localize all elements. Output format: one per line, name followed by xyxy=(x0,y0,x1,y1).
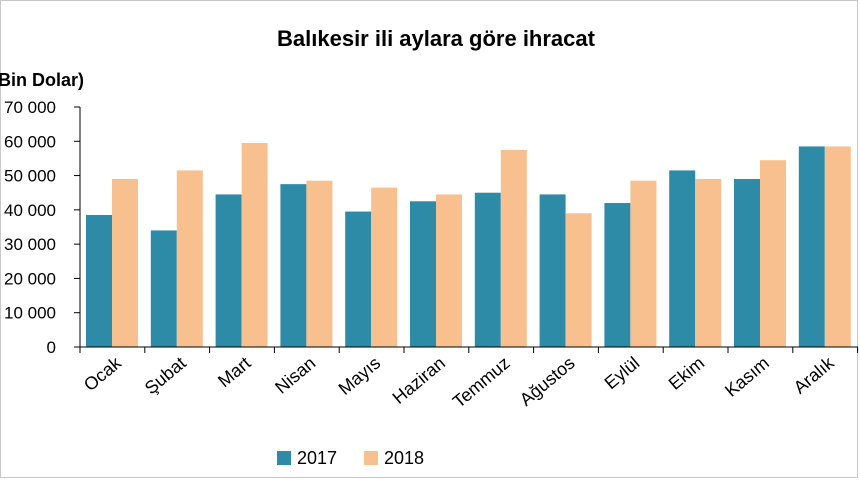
bar-2017 xyxy=(215,194,242,347)
bar-2018 xyxy=(112,179,138,347)
y-tick-label: 10 000 xyxy=(4,304,56,323)
y-tick-label: 0 xyxy=(47,338,56,357)
legend: 2017 2018 xyxy=(277,448,424,468)
bar-2018 xyxy=(176,170,203,347)
x-tick-label: Ocak xyxy=(80,352,126,395)
bar-2018 xyxy=(630,180,657,347)
bar-2018 xyxy=(241,143,268,347)
legend-swatch-2018 xyxy=(364,451,378,465)
bar-2017 xyxy=(669,170,696,347)
x-tick-label: Ekim xyxy=(665,353,708,394)
bar-2017 xyxy=(345,211,372,347)
legend-label: 2017 xyxy=(297,448,337,468)
chart-title: Balıkesir ili aylara göre ihracat xyxy=(277,26,596,51)
bar-2018 xyxy=(760,160,786,347)
x-tick-label: Şubat xyxy=(141,353,190,399)
bar-2017 xyxy=(410,201,436,347)
bar-2017 xyxy=(150,230,177,347)
bar-2018 xyxy=(695,179,722,347)
x-tick-label: Temmuz xyxy=(449,353,514,412)
x-tick-label: Nisan xyxy=(271,353,319,398)
y-tick-label: 40 000 xyxy=(4,201,56,220)
bar-2017 xyxy=(280,184,307,347)
bar-2018 xyxy=(306,180,333,347)
bar-2017 xyxy=(604,203,631,347)
x-tick-label: Haziran xyxy=(389,353,449,408)
bar-2018 xyxy=(371,187,398,347)
y-tick-label: 50 000 xyxy=(4,167,56,186)
bar-2017 xyxy=(798,146,825,347)
legend-swatch-2017 xyxy=(277,451,291,465)
bar-2018 xyxy=(500,149,527,347)
y-tick-label: 70 000 xyxy=(4,98,56,117)
bar-2018 xyxy=(824,146,851,347)
x-tick-label: Aralık xyxy=(790,352,839,398)
y-axis: 0 10 000 20 000 30 000 40 000 50 000 60 000 70 … xyxy=(4,98,81,357)
bar-2017 xyxy=(539,194,566,347)
bar-2018 xyxy=(565,213,592,347)
bar-2017 xyxy=(474,192,501,347)
bars xyxy=(86,143,851,347)
legend-label: 2018 xyxy=(384,448,424,468)
bar-2017 xyxy=(734,179,760,347)
x-tick-label: Kasım xyxy=(721,353,773,401)
x-tick-label: Mayıs xyxy=(335,353,385,399)
x-axis: Ocak Şubat Mart Nisan Mayıs Haziran Temmuz Ağus… xyxy=(79,346,859,412)
bar-2017 xyxy=(86,215,112,347)
y-tick-label: 60 000 xyxy=(4,132,56,151)
bar-2018 xyxy=(436,194,462,347)
x-tick-label: Eylül xyxy=(601,353,644,393)
unit-label: (Bin Dolar) xyxy=(0,70,84,90)
y-tick-label: 20 000 xyxy=(4,269,56,288)
x-tick-label: Mart xyxy=(214,353,254,391)
y-tick-label: 30 000 xyxy=(4,235,56,254)
x-tick-label: Ağustos xyxy=(516,353,579,410)
